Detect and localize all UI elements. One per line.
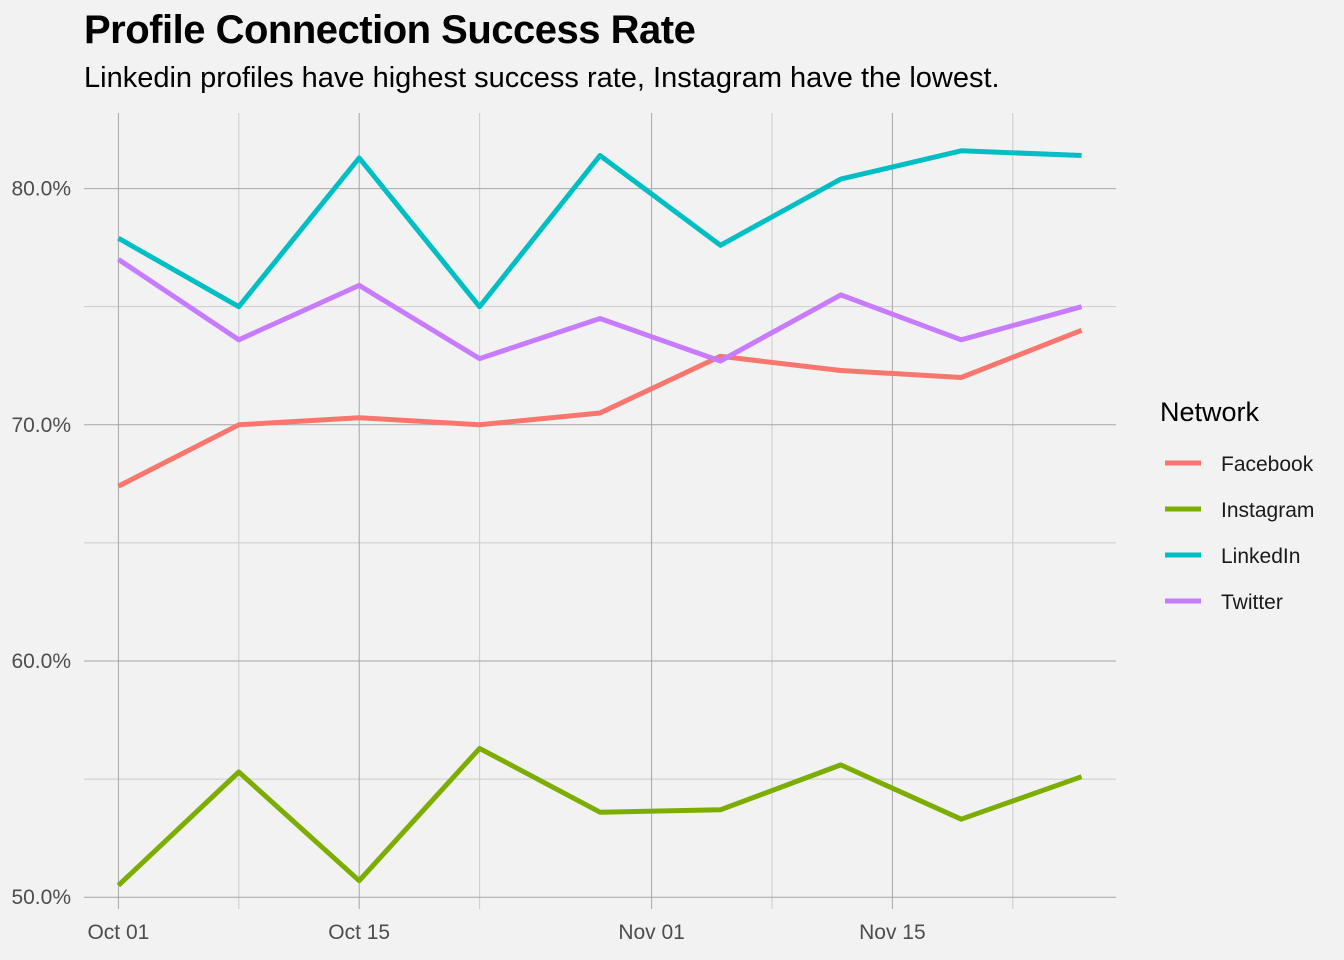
x-tick-label: Oct 01 xyxy=(87,921,149,944)
legend-label-facebook: Facebook xyxy=(1221,453,1314,476)
x-tick-label: Nov 15 xyxy=(859,921,926,944)
chart-subtitle: Linkedin profiles have highest success r… xyxy=(84,62,1000,94)
series-line-instagram xyxy=(116,745,1083,888)
y-tick-label: 70.0% xyxy=(11,414,71,437)
legend-title: Network xyxy=(1160,397,1260,427)
legend-items: Facebook Instagram LinkedIn Twitter xyxy=(1165,453,1314,614)
major-gridlines xyxy=(84,113,1116,909)
x-tick-label: Nov 01 xyxy=(618,921,685,944)
x-axis: Oct 01 Oct 15 Nov 01 Nov 15 xyxy=(87,921,925,944)
legend-label-twitter: Twitter xyxy=(1221,591,1283,614)
y-tick-label: 80.0% xyxy=(11,178,71,201)
x-tick-label: Oct 15 xyxy=(328,921,390,944)
minor-gridlines xyxy=(84,113,1116,909)
series-line-linkedin xyxy=(117,148,1082,310)
legend: Network Facebook Instagram LinkedIn Twitter xyxy=(1160,397,1314,614)
legend-label-linkedin: LinkedIn xyxy=(1221,545,1300,568)
y-tick-label: 60.0% xyxy=(11,650,71,673)
y-axis: 50.0% 60.0% 70.0% 80.0% xyxy=(11,178,71,910)
y-tick-label: 50.0% xyxy=(11,886,71,909)
series-line-facebook xyxy=(117,327,1083,489)
series-line-twitter xyxy=(117,257,1083,364)
chart-title: Profile Connection Success Rate xyxy=(84,8,696,52)
series-lines xyxy=(116,148,1083,888)
legend-label-instagram: Instagram xyxy=(1221,499,1314,522)
